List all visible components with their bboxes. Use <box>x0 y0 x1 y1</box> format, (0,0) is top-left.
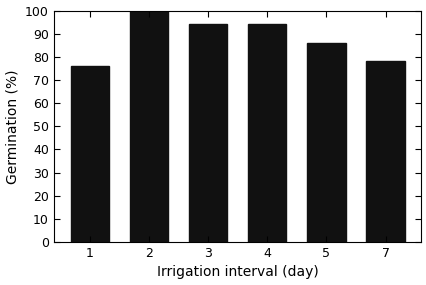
Y-axis label: Germination (%): Germination (%) <box>6 69 20 184</box>
Bar <box>306 43 345 242</box>
Bar <box>130 11 168 242</box>
Bar <box>188 25 227 242</box>
X-axis label: Irrigation interval (day): Irrigation interval (day) <box>156 265 318 280</box>
Bar <box>70 66 109 242</box>
Bar <box>366 62 404 242</box>
Bar <box>248 25 286 242</box>
